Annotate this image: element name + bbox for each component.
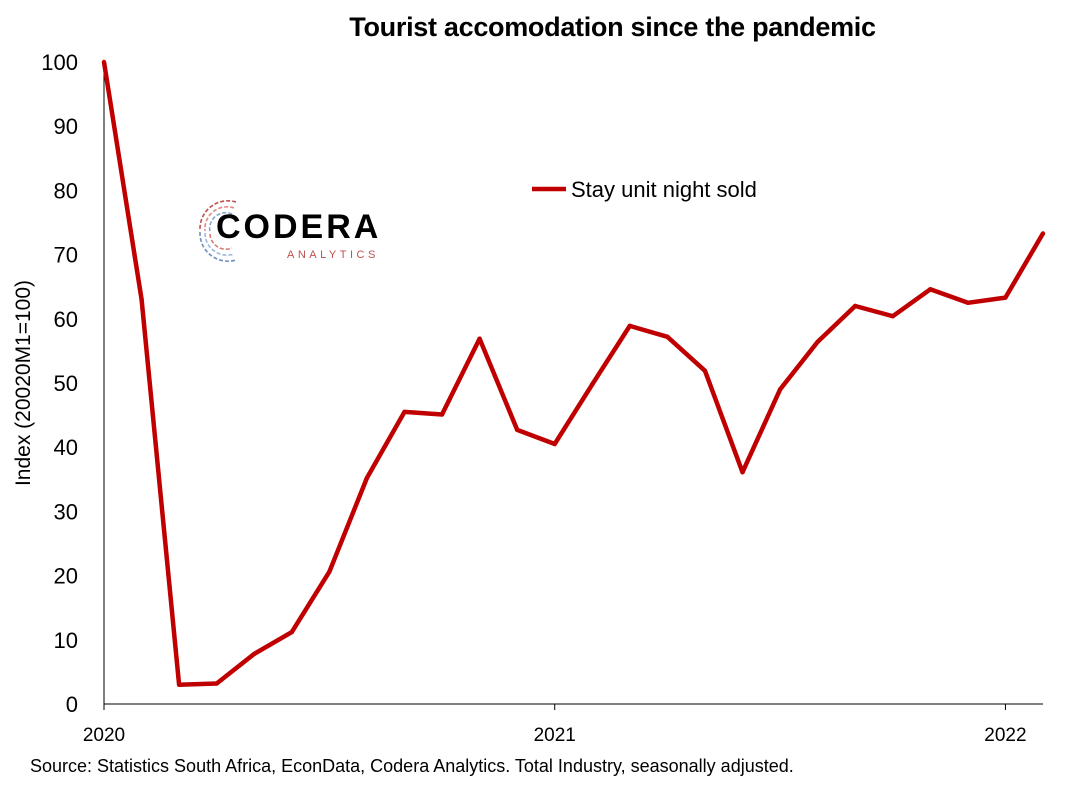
data-point — [965, 300, 971, 305]
data-point — [928, 287, 933, 292]
x-tick-label: 2021 — [534, 725, 576, 746]
y-tick-label: 50 — [54, 371, 78, 396]
logo-subtitle: ANALYTICS — [287, 249, 379, 261]
y-tick-label: 40 — [54, 435, 78, 460]
fingerprint-icon — [199, 200, 237, 262]
chart-axes — [103, 62, 1043, 705]
data-point — [402, 409, 407, 415]
y-tick-label: 20 — [54, 564, 78, 589]
data-point — [289, 629, 294, 635]
x-tick-label: 2020 — [83, 725, 125, 746]
data-point — [176, 682, 182, 687]
y-tick-label: 0 — [66, 692, 78, 717]
data-point — [853, 303, 858, 309]
series-line — [101, 61, 1045, 687]
legend-label: Stay unit night sold — [571, 177, 757, 202]
chart-title: Tourist accomodation since the pandemic — [349, 12, 876, 42]
y-tick-label: 100 — [41, 50, 78, 75]
x-axis-ticks: 2020 2021 2022 — [83, 704, 1027, 746]
data-point — [139, 297, 144, 302]
data-point — [477, 336, 482, 341]
y-axis-ticks: 0 10 20 30 40 50 60 70 80 90 100 — [41, 50, 78, 717]
data-point — [364, 475, 370, 481]
chart-legend: Stay unit night sold — [532, 177, 757, 202]
y-tick-label: 80 — [54, 178, 78, 203]
data-point — [702, 368, 708, 374]
data-point — [665, 334, 670, 339]
logo-wordmark: CODERA — [216, 208, 382, 246]
data-point — [1040, 231, 1046, 236]
data-point — [552, 441, 557, 447]
data-point — [101, 59, 107, 65]
data-point — [815, 339, 820, 345]
data-point — [1003, 295, 1008, 300]
y-tick-label: 70 — [54, 243, 78, 268]
data-point — [590, 382, 595, 387]
data-point — [890, 314, 895, 319]
source-note: Source: Statistics South Africa, EconDat… — [30, 756, 794, 776]
data-point — [740, 470, 745, 475]
y-tick-label: 90 — [54, 114, 78, 139]
data-point — [439, 412, 445, 417]
data-point — [252, 651, 257, 657]
data-point — [214, 681, 219, 686]
data-point — [777, 387, 783, 392]
y-axis-label: Index (20020M1=100) — [12, 280, 35, 486]
y-tick-label: 10 — [54, 628, 78, 653]
codera-logo: CODERA ANALYTICS — [196, 198, 396, 264]
y-tick-label: 30 — [54, 499, 78, 524]
data-point — [514, 427, 520, 433]
series-layer — [101, 59, 1046, 687]
data-point — [627, 323, 633, 329]
y-tick-label: 60 — [54, 307, 78, 332]
x-tick-label: 2022 — [984, 725, 1026, 746]
data-point — [327, 569, 332, 574]
